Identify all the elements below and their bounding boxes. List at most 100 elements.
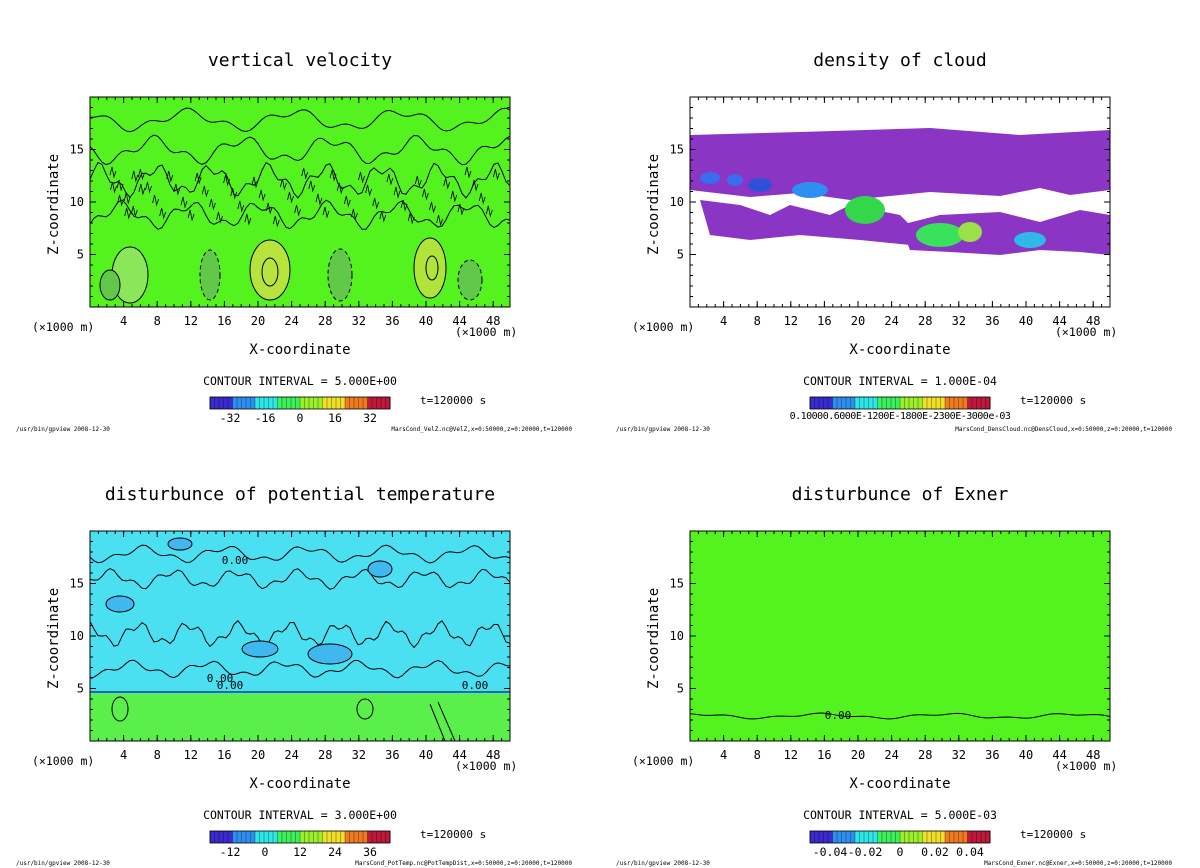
- x-tick-label: 16: [217, 314, 231, 328]
- colorbar-swatch: [931, 831, 937, 843]
- colorbar-tick-label: -32: [220, 411, 241, 425]
- colorbar-swatch: [954, 397, 959, 409]
- colorbar-swatch: [904, 831, 910, 843]
- contour-squiggle: [216, 211, 223, 224]
- cloud-density-cell: [916, 223, 964, 247]
- colorbar-swatch: [846, 397, 851, 409]
- colorbar-swatch: [810, 831, 815, 843]
- colorbar-swatch: [237, 831, 242, 843]
- contour-line: [89, 544, 511, 564]
- contour-line: [89, 107, 511, 133]
- cloud-density-cell: [958, 222, 982, 242]
- colorbar-swatch: [895, 397, 901, 409]
- time-label: t=120000 s: [1020, 394, 1087, 407]
- contour-squiggle: [180, 196, 188, 209]
- x-tick-label: 36: [985, 314, 999, 328]
- colorbar-swatch: [237, 397, 242, 409]
- x-tick-label: 28: [318, 314, 332, 328]
- colorbar-swatch: [277, 397, 283, 409]
- colorbar-swatch: [354, 397, 359, 409]
- colorbar-swatch: [295, 831, 301, 843]
- contour-squiggle: [237, 200, 245, 213]
- x-unit-left: (×1000 m): [632, 320, 695, 334]
- contour-squiggle: [173, 183, 181, 196]
- x-tick-label: 48: [1086, 314, 1100, 328]
- cold-anomaly-cell: [307, 643, 353, 665]
- colorbar-swatch: [909, 397, 914, 409]
- colorbar-swatch: [381, 831, 386, 843]
- colorbar-swatch: [304, 397, 310, 409]
- field: 0.000.000.00 0.00: [89, 531, 511, 742]
- colorbar-swatch: [250, 831, 256, 843]
- colorbar-swatch: [963, 397, 968, 409]
- colorbar-swatch: [223, 397, 229, 409]
- colorbar-swatch: [385, 397, 391, 409]
- x-tick-label: 20: [851, 748, 865, 762]
- colorbar-swatch: [363, 831, 368, 843]
- contour-squiggle: [343, 195, 351, 208]
- colorbar-tick-label: 16: [328, 411, 342, 425]
- colorbar-swatch: [877, 831, 883, 843]
- x-tick-label: 28: [918, 314, 932, 328]
- updraft-cell: [457, 259, 483, 301]
- colorbar-swatch: [891, 831, 896, 843]
- field-background: [690, 97, 1110, 307]
- contour-squiggle: [329, 169, 337, 182]
- colorbar-swatch: [327, 397, 332, 409]
- contour-line: [689, 712, 1111, 720]
- x-tick-label: 32: [352, 748, 366, 762]
- footer-right: MarsCond_PotTemp.nc@PotTempDist,x=0:5000…: [355, 860, 572, 867]
- x-tick-label: 20: [251, 748, 265, 762]
- plot-title: density of cloud: [813, 50, 987, 71]
- colorbar-swatch: [922, 831, 928, 843]
- contour-squiggle: [130, 205, 138, 218]
- colorbar-swatch: [286, 397, 292, 409]
- x-tick-label: 44: [1052, 314, 1066, 328]
- colorbar-swatch: [232, 397, 238, 409]
- contour-line: [89, 567, 511, 590]
- colorbar-swatch: [268, 397, 274, 409]
- colorbar-swatch: [814, 831, 820, 843]
- colorbar-swatch: [864, 397, 869, 409]
- x-tick-label: 12: [784, 314, 798, 328]
- contour-label: 0.00: [217, 679, 244, 692]
- contour-squiggle: [223, 174, 230, 187]
- contour-label: 0.00: [207, 672, 234, 685]
- colorbar-swatch: [909, 831, 914, 843]
- colorbar-swatch: [340, 397, 346, 409]
- contour-squiggle: [400, 199, 408, 212]
- contour-squiggle: [422, 188, 429, 201]
- updraft-cell: [413, 237, 447, 299]
- colorbar-swatch: [358, 831, 364, 843]
- colorbar-swatch: [985, 831, 991, 843]
- colorbar-swatch: [223, 831, 229, 843]
- colorbar-swatch: [313, 397, 319, 409]
- updraft-cell: [99, 269, 121, 301]
- lower-warm-region: [90, 694, 510, 741]
- colorbar-swatch: [268, 831, 274, 843]
- y-tick-label: 10: [670, 195, 684, 209]
- x-unit-left: (×1000 m): [632, 754, 695, 768]
- contour-squiggle: [471, 179, 479, 192]
- contour-squiggle: [294, 204, 301, 217]
- y-axis-label: Z-coordinate: [46, 587, 62, 689]
- x-tick-label: 4: [120, 748, 127, 762]
- colorbar: -0.04 -0.02 0 0.02 0.04: [809, 830, 991, 859]
- colorbar-swatch: [336, 397, 341, 409]
- cloud-density-cell: [1014, 232, 1046, 248]
- colorbar-swatch: [376, 397, 382, 409]
- contour-squiggle: [450, 190, 458, 203]
- x-tick-label: 24: [884, 748, 898, 762]
- colorbar-swatch: [940, 831, 946, 843]
- field: [89, 97, 511, 307]
- colorbar-swatch: [259, 831, 265, 843]
- contour-squiggle: [379, 210, 387, 223]
- contour-squiggle: [138, 183, 146, 196]
- y-axis-label: Z-coordinate: [646, 153, 662, 255]
- colorbar-swatch: [246, 397, 251, 409]
- colorbar-tick-label: -16: [255, 411, 276, 425]
- colorbar-swatch: [886, 397, 892, 409]
